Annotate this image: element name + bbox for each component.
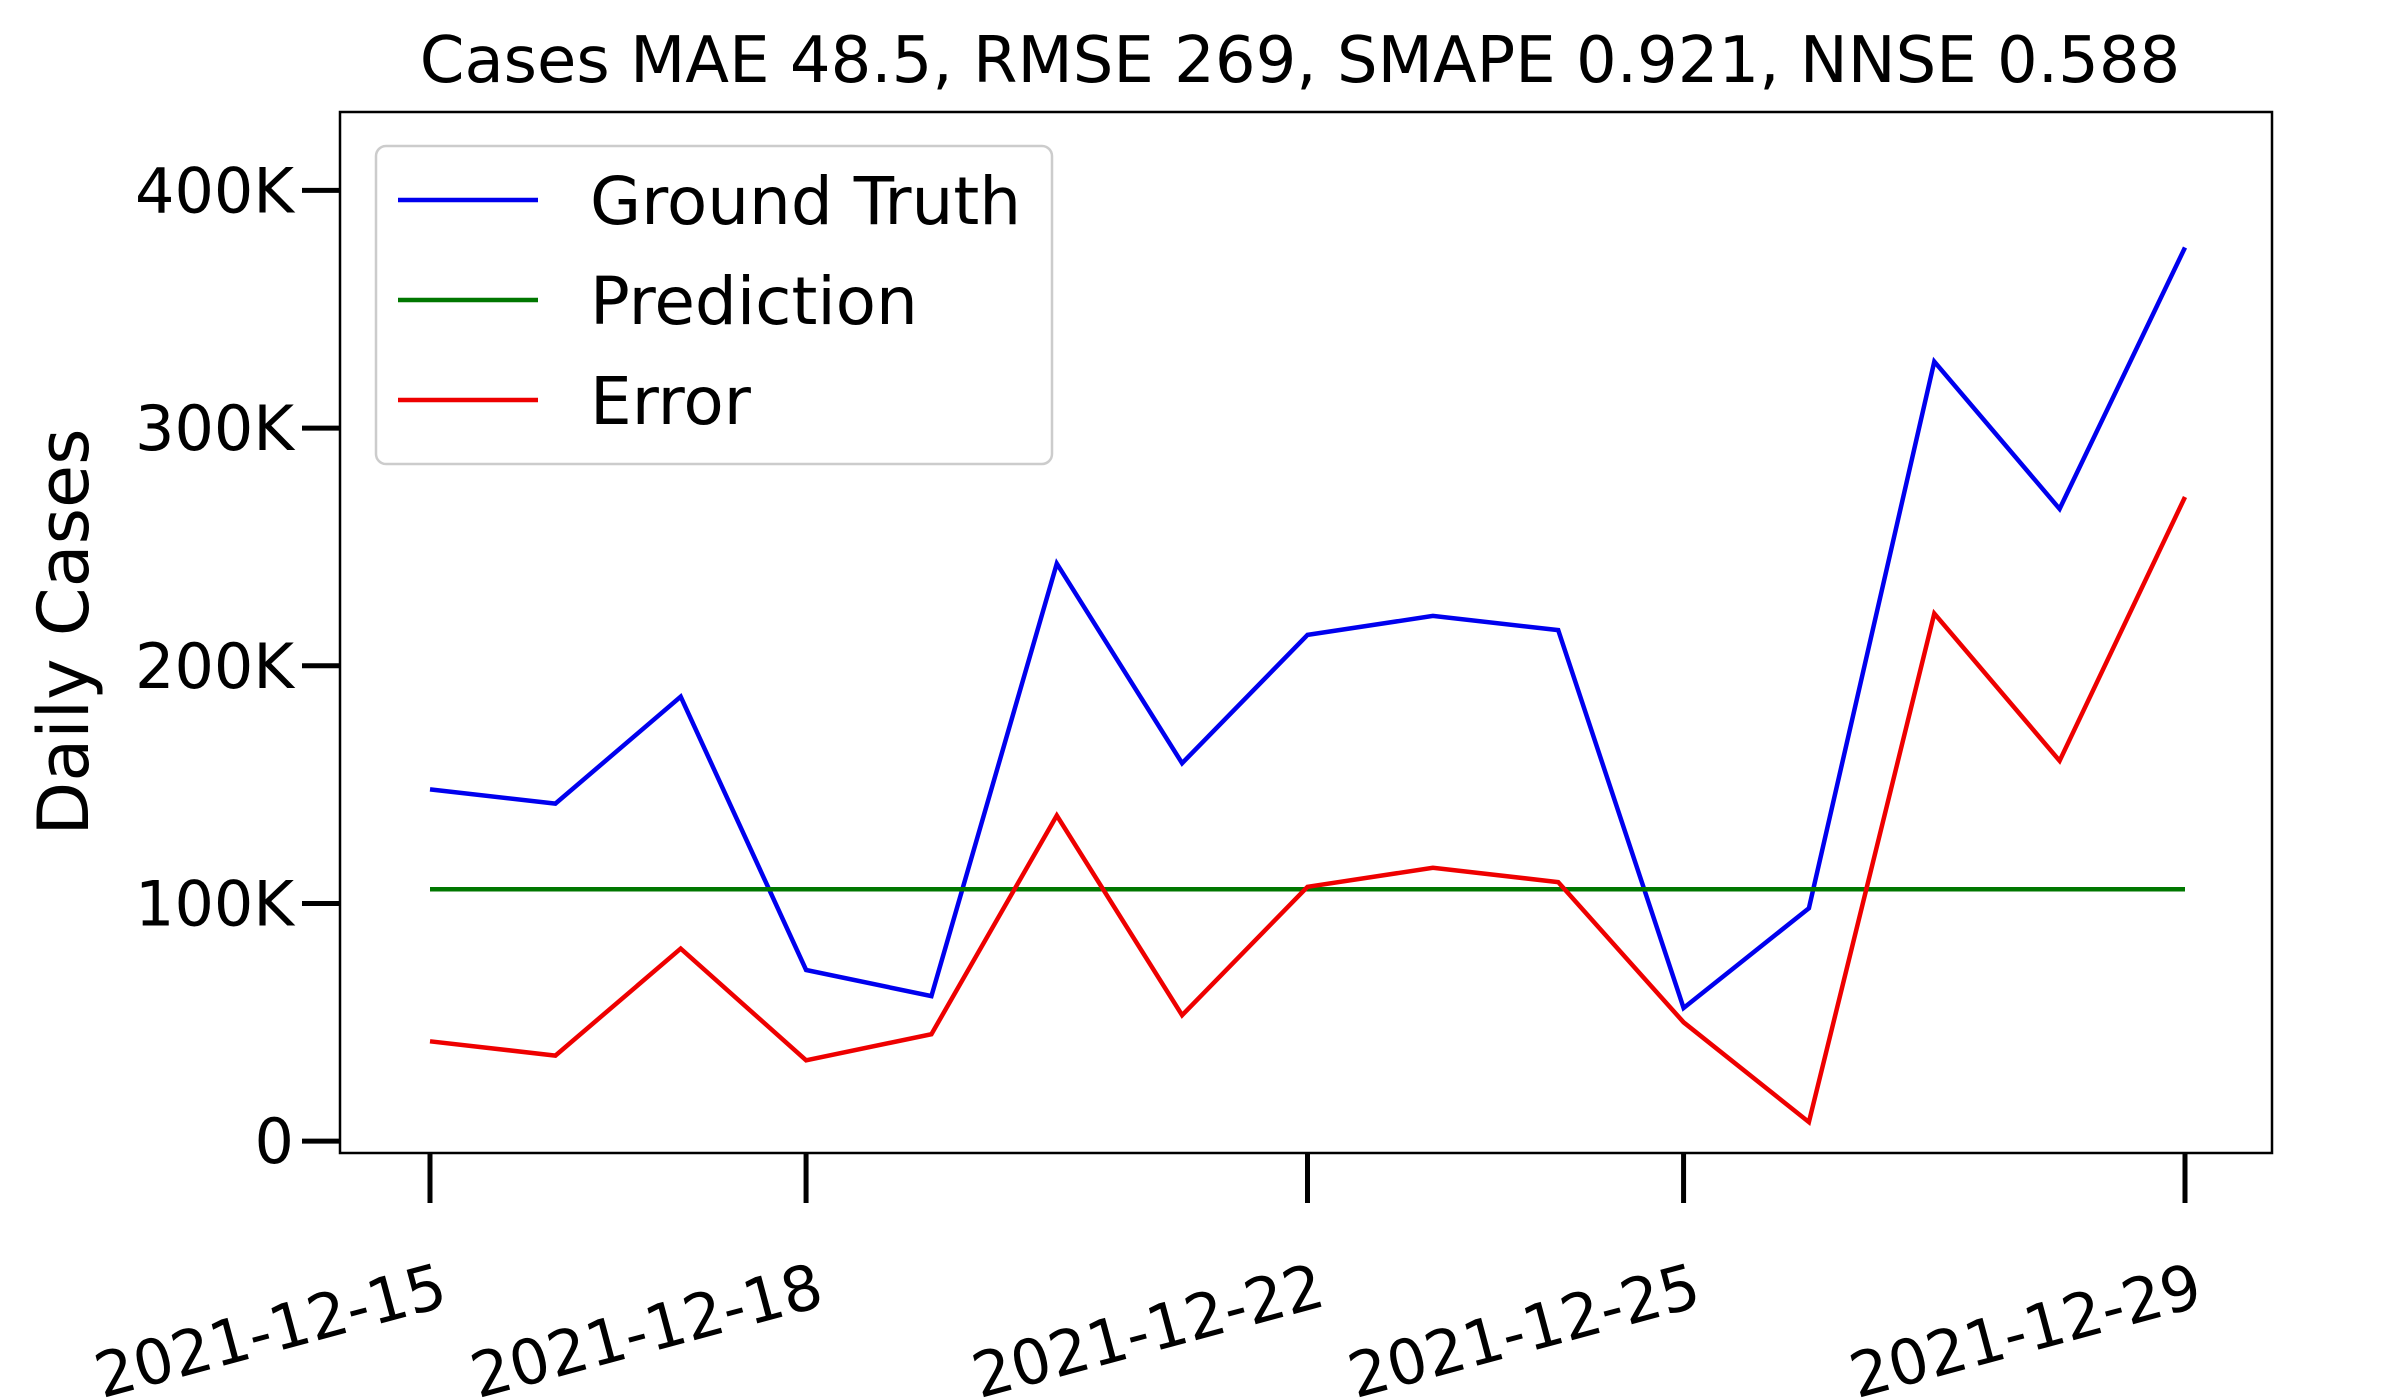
series-line-ground-truth [429,246,2188,1012]
legend-label-ground-truth: Ground Truth [590,163,1021,240]
x-tick-label: 2021-12-15 [87,1249,454,1400]
legend-label-prediction: Prediction [590,263,918,340]
y-tick-label: 300K [135,392,295,465]
x-tick-label: 2021-12-29 [1842,1249,2209,1400]
chart-title: Cases MAE 48.5, RMSE 269, SMAPE 0.921, N… [420,24,2181,98]
x-tick-label: 2021-12-18 [463,1249,830,1400]
x-tick-label: 2021-12-22 [964,1249,1331,1400]
y-tick-label: 100K [135,867,295,940]
legend-label-error: Error [590,363,752,440]
y-tick-label: 0 [255,1105,294,1178]
legend: Ground Truth Prediction Error [374,144,1054,466]
legend-box [374,144,1054,466]
x-tick-label: 2021-12-25 [1341,1249,1708,1400]
y-axis-label: Daily Cases [23,428,105,835]
series-line-error [429,496,2188,1127]
y-tick-label: 400K [135,154,295,227]
y-tick-label: 200K [135,630,295,703]
